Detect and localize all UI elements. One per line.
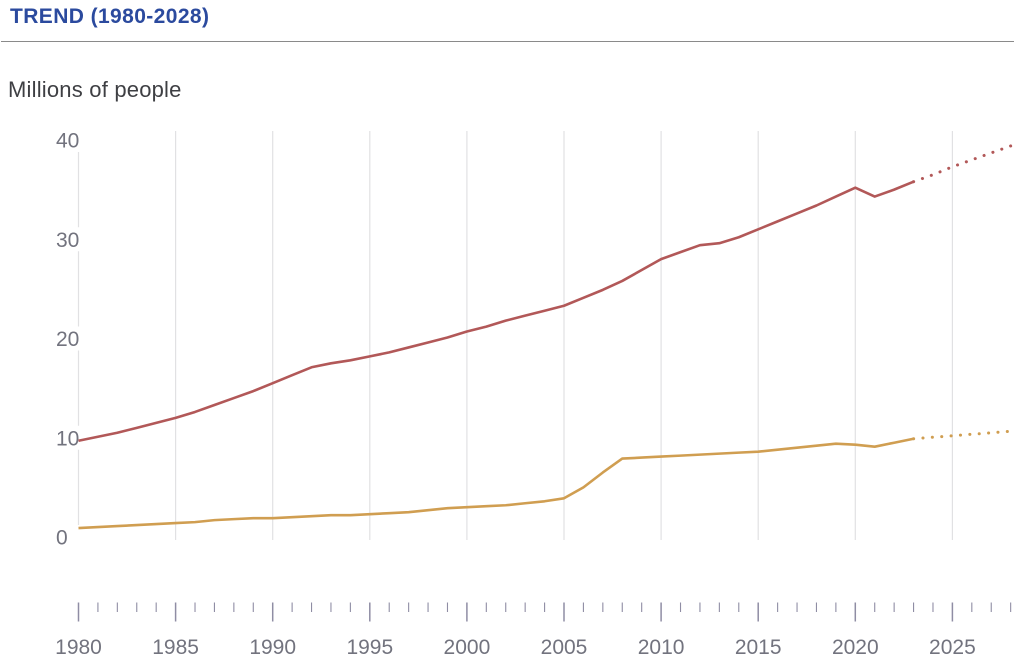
x-axis-label: 2000	[444, 636, 491, 659]
lower-line-projection	[912, 429, 1013, 441]
x-axis-label: 1985	[152, 636, 199, 659]
x-axis-label: 2010	[638, 636, 685, 659]
x-axis-label: 1980	[55, 636, 102, 659]
page-title: TREND (1980-2028)	[10, 5, 210, 28]
header-divider	[1, 41, 1014, 42]
y-axis-label: 20	[56, 328, 79, 351]
y-axis-unit-label: Millions of people	[8, 77, 182, 102]
x-axis-label: 2020	[832, 636, 879, 659]
x-axis-label: 2025	[929, 636, 976, 659]
y-axis-label-backing	[52, 227, 89, 252]
y-axis-label-backing	[52, 326, 89, 351]
lower-line-solid	[78, 437, 914, 530]
y-axis-label-backing	[52, 425, 89, 450]
x-axis-label: 1990	[249, 636, 296, 659]
y-axis-label: 10	[56, 427, 79, 450]
upper-line-projection	[912, 144, 1013, 184]
x-axis-label: 2015	[735, 636, 782, 659]
x-axis-label: 2005	[541, 636, 588, 659]
y-axis-label: 40	[56, 130, 79, 153]
y-axis-label-backing	[52, 128, 89, 152]
y-axis-label: 30	[56, 229, 79, 252]
y-axis-label: 0	[56, 527, 68, 550]
upper-line-solid	[78, 180, 915, 443]
x-axis-label: 1995	[346, 636, 393, 659]
